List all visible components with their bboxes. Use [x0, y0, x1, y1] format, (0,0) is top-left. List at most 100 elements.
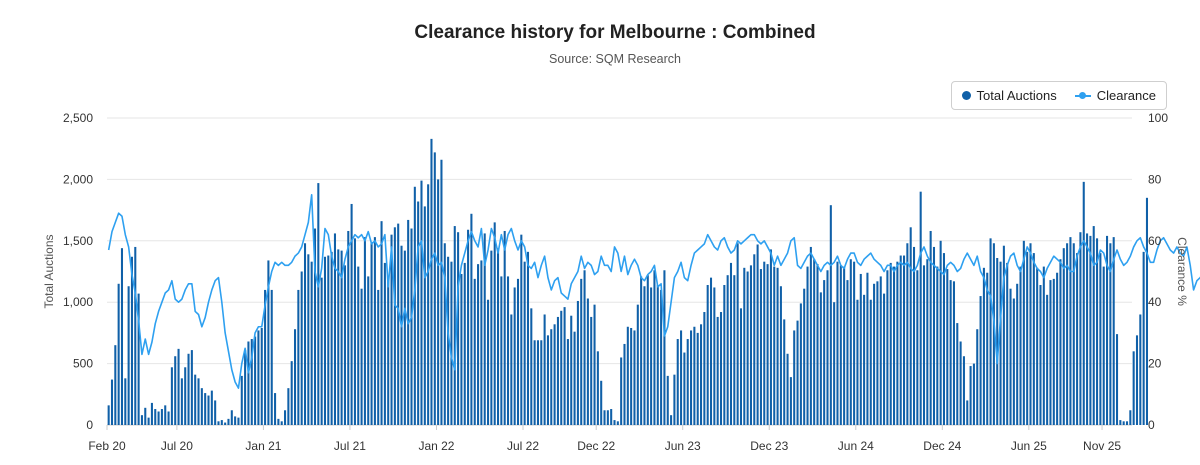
- bar[interactable]: [853, 261, 856, 425]
- bar[interactable]: [170, 367, 173, 425]
- bar[interactable]: [1062, 248, 1065, 425]
- bar[interactable]: [127, 286, 130, 425]
- bar[interactable]: [1002, 245, 1005, 425]
- bar[interactable]: [932, 246, 936, 425]
- bar[interactable]: [267, 260, 270, 425]
- bar[interactable]: [956, 323, 959, 425]
- bar[interactable]: [373, 237, 376, 425]
- bar[interactable]: [443, 243, 446, 425]
- bar[interactable]: [1079, 232, 1082, 425]
- bar[interactable]: [284, 410, 287, 425]
- bar[interactable]: [1066, 243, 1069, 425]
- bar[interactable]: [989, 238, 992, 425]
- bar[interactable]: [786, 353, 789, 425]
- bar[interactable]: [1119, 420, 1122, 425]
- bar[interactable]: [673, 374, 676, 425]
- bar[interactable]: [493, 222, 496, 425]
- bar[interactable]: [390, 234, 393, 425]
- bar[interactable]: [600, 380, 603, 425]
- bar[interactable]: [204, 393, 207, 425]
- bar[interactable]: [437, 179, 440, 425]
- bar[interactable]: [293, 329, 297, 425]
- bar[interactable]: [803, 288, 806, 425]
- bar[interactable]: [430, 138, 433, 425]
- bar[interactable]: [759, 269, 762, 425]
- bar[interactable]: [909, 227, 912, 425]
- bar[interactable]: [124, 378, 127, 425]
- bar[interactable]: [946, 269, 949, 425]
- bar[interactable]: [297, 289, 300, 425]
- bar[interactable]: [1099, 253, 1102, 425]
- bar[interactable]: [789, 377, 792, 425]
- bar[interactable]: [550, 329, 553, 425]
- bar[interactable]: [144, 407, 147, 425]
- bar[interactable]: [630, 327, 633, 425]
- bar[interactable]: [347, 230, 350, 425]
- bar[interactable]: [367, 276, 370, 425]
- bar[interactable]: [194, 374, 197, 425]
- bar[interactable]: [893, 266, 896, 425]
- bar[interactable]: [210, 390, 213, 425]
- bar[interactable]: [1109, 243, 1112, 425]
- bar[interactable]: [1076, 253, 1079, 425]
- bar[interactable]: [207, 395, 210, 425]
- bar[interactable]: [197, 378, 200, 425]
- bar[interactable]: [773, 266, 776, 425]
- bar[interactable]: [1082, 181, 1085, 425]
- bar[interactable]: [403, 250, 406, 425]
- bar[interactable]: [683, 352, 686, 425]
- bar[interactable]: [393, 227, 396, 425]
- bar[interactable]: [320, 277, 323, 425]
- bar[interactable]: [889, 262, 892, 425]
- bar[interactable]: [633, 330, 636, 425]
- bar[interactable]: [1102, 266, 1105, 425]
- bar[interactable]: [969, 366, 972, 425]
- bar[interactable]: [653, 270, 656, 425]
- bar[interactable]: [513, 287, 516, 425]
- bar[interactable]: [796, 320, 799, 425]
- bar[interactable]: [217, 421, 220, 425]
- bar[interactable]: [496, 248, 500, 425]
- bar[interactable]: [992, 243, 995, 425]
- bar[interactable]: [463, 262, 466, 425]
- bar[interactable]: [230, 410, 233, 425]
- bar[interactable]: [433, 152, 436, 425]
- bar[interactable]: [929, 230, 932, 425]
- bar[interactable]: [996, 257, 999, 425]
- bar[interactable]: [859, 273, 862, 425]
- bar[interactable]: [903, 255, 906, 425]
- bar[interactable]: [919, 191, 922, 425]
- bar[interactable]: [836, 261, 839, 425]
- bar[interactable]: [986, 272, 989, 425]
- bar[interactable]: [716, 316, 719, 425]
- bar[interactable]: [873, 283, 876, 425]
- bar[interactable]: [1106, 235, 1109, 425]
- bar[interactable]: [427, 184, 430, 425]
- bar[interactable]: [846, 280, 849, 425]
- bar[interactable]: [616, 421, 619, 425]
- bar[interactable]: [936, 266, 939, 425]
- bar[interactable]: [1022, 240, 1025, 425]
- bar[interactable]: [756, 244, 759, 425]
- bar[interactable]: [190, 350, 193, 425]
- bar[interactable]: [323, 256, 327, 425]
- bar[interactable]: [733, 275, 736, 425]
- bar[interactable]: [1056, 272, 1059, 425]
- bar[interactable]: [523, 261, 526, 425]
- bar[interactable]: [453, 226, 456, 425]
- bar[interactable]: [799, 303, 802, 425]
- bar[interactable]: [270, 289, 273, 425]
- bar[interactable]: [1086, 233, 1089, 425]
- bar[interactable]: [330, 251, 333, 425]
- bar[interactable]: [723, 285, 726, 425]
- bar[interactable]: [869, 299, 872, 425]
- bar[interactable]: [470, 213, 473, 425]
- bar[interactable]: [729, 262, 733, 425]
- bar[interactable]: [972, 363, 975, 425]
- bar[interactable]: [264, 289, 267, 425]
- bar[interactable]: [1042, 266, 1045, 425]
- bar[interactable]: [387, 281, 390, 425]
- bar[interactable]: [713, 287, 716, 425]
- bar[interactable]: [1135, 335, 1139, 425]
- bar[interactable]: [490, 250, 493, 425]
